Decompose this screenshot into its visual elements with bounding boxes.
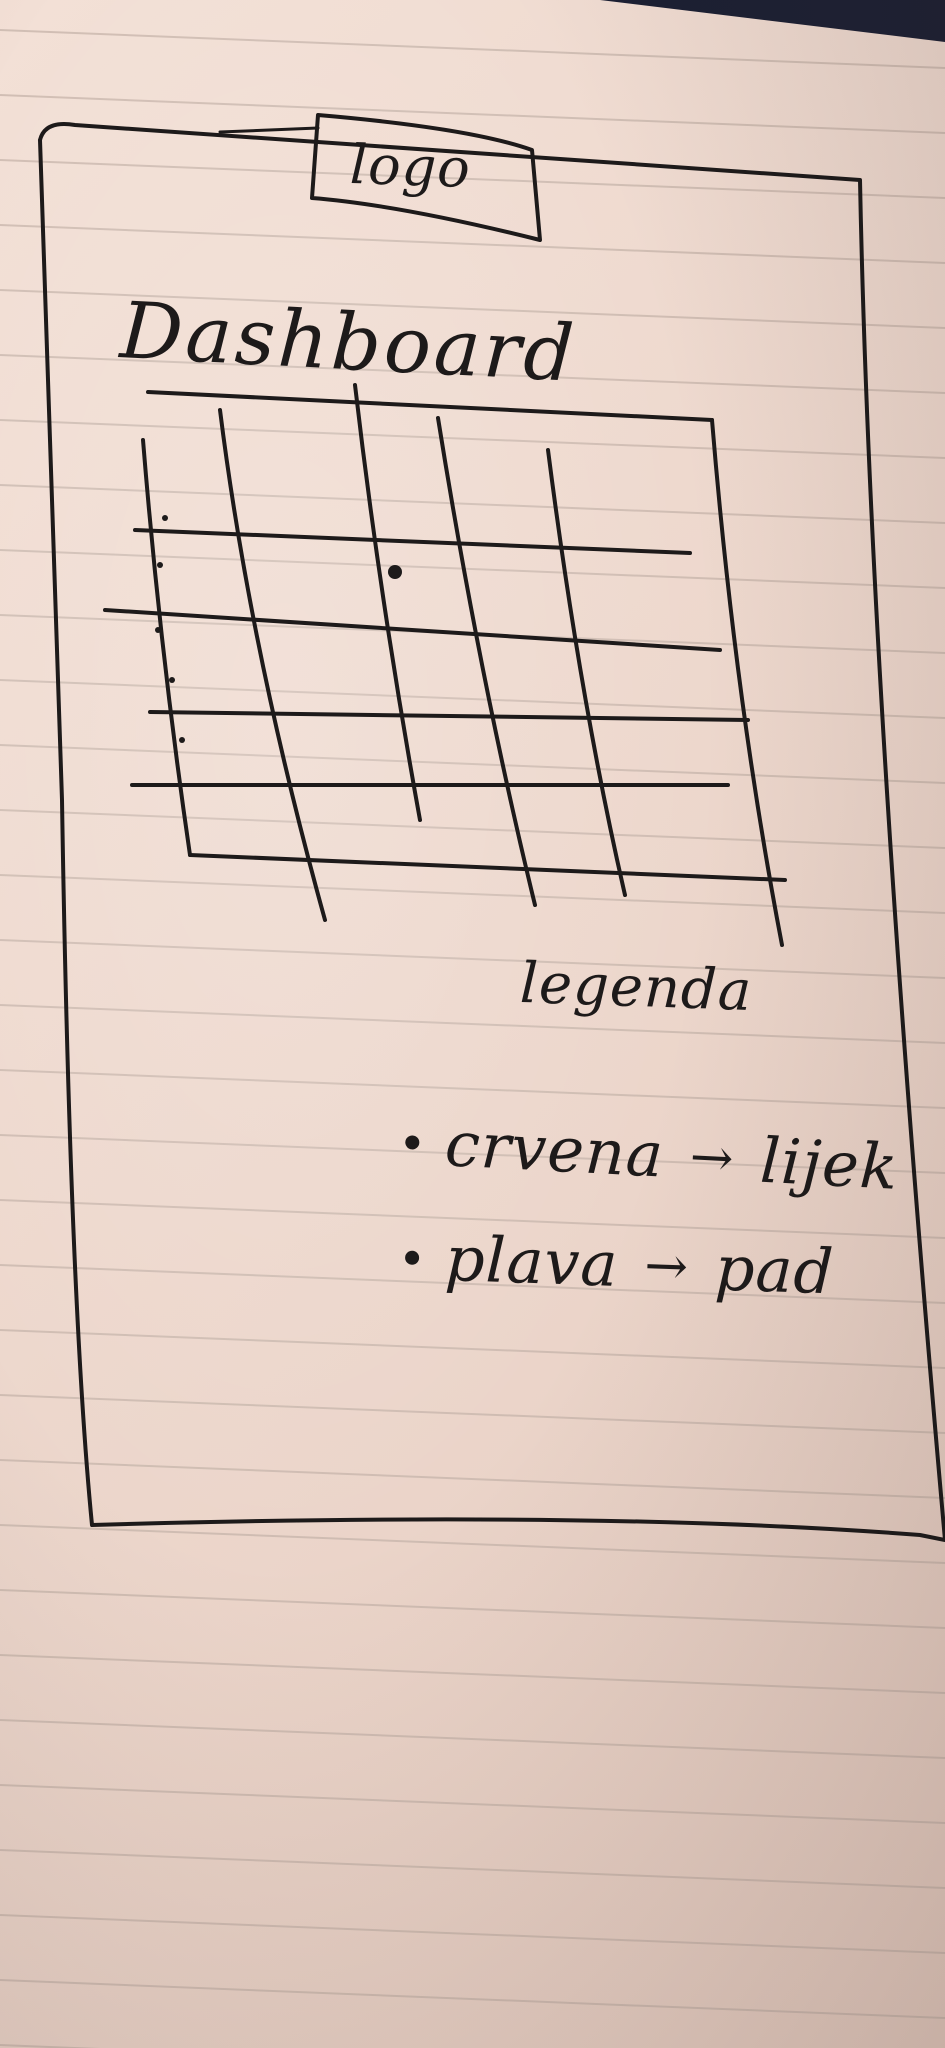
- legend-title: legenda: [518, 950, 754, 1025]
- ruled-line: [0, 549, 945, 589]
- logo-label: logo: [348, 132, 472, 201]
- grid-left-border: [141, 438, 192, 857]
- ruled-line: [0, 1654, 945, 1694]
- ruled-line: [0, 1524, 945, 1564]
- dashboard-grid: [103, 383, 787, 947]
- ruled-line: [0, 1459, 945, 1499]
- ruled-line: [0, 1719, 945, 1759]
- ruled-line: [0, 1979, 945, 2019]
- ruled-line: [0, 1264, 945, 1304]
- ruled-line: [0, 29, 945, 69]
- ruled-line: [0, 809, 945, 849]
- grid-column-line: [218, 408, 327, 922]
- ruled-line: [0, 1069, 945, 1109]
- logo-box: [310, 113, 542, 242]
- grid-row-line: [148, 710, 750, 722]
- arrow-icon: →: [643, 1235, 691, 1297]
- ruled-line: [0, 744, 945, 784]
- bullet-icon: [404, 1134, 420, 1150]
- ruled-line: [0, 94, 945, 134]
- ruled-line: [0, 1004, 945, 1044]
- grid-row-line: [133, 528, 692, 555]
- legend-meaning: pad: [713, 1231, 836, 1309]
- legend-color-word: crvena: [443, 1107, 666, 1192]
- grid-column-line: [353, 383, 422, 822]
- grid-column-line: [436, 416, 537, 907]
- ruled-line: [0, 1784, 945, 1824]
- bullet-icon: [404, 1250, 420, 1265]
- legend-meaning: lijek: [758, 1123, 901, 1204]
- ruled-line: [0, 1914, 945, 1954]
- phone-frame: [38, 122, 945, 1542]
- ruled-line: [0, 224, 945, 264]
- grid-right-border: [710, 418, 784, 947]
- grid-column-line: [546, 448, 627, 897]
- ruled-line: [0, 1589, 945, 1629]
- ruled-line: [0, 1849, 945, 1889]
- ruled-line: [0, 679, 945, 719]
- ruled-line: [0, 484, 945, 524]
- grid-dot: [388, 565, 402, 579]
- ruled-line: [0, 1134, 945, 1174]
- frame-top-stub: [218, 126, 320, 134]
- arrow-icon: →: [688, 1126, 737, 1189]
- grid-row-line: [103, 608, 722, 652]
- grid-bottom-border: [188, 853, 787, 882]
- legend-item: plava → pad: [404, 1221, 836, 1309]
- grid-top-border: [146, 390, 714, 422]
- legend-color-word: plava: [443, 1221, 620, 1301]
- ruled-line: [0, 419, 945, 459]
- ruled-line: [0, 939, 945, 979]
- dark-background-corner: [600, 0, 945, 42]
- ruled-line: [0, 159, 945, 199]
- ruled-line: [0, 1199, 945, 1239]
- ruled-line: [0, 1329, 945, 1369]
- ruled-line: [0, 289, 945, 329]
- ruled-line: [0, 874, 945, 914]
- ruled-line: [0, 1394, 945, 1434]
- grid-marks: [155, 515, 402, 743]
- ruled-line: [0, 354, 945, 394]
